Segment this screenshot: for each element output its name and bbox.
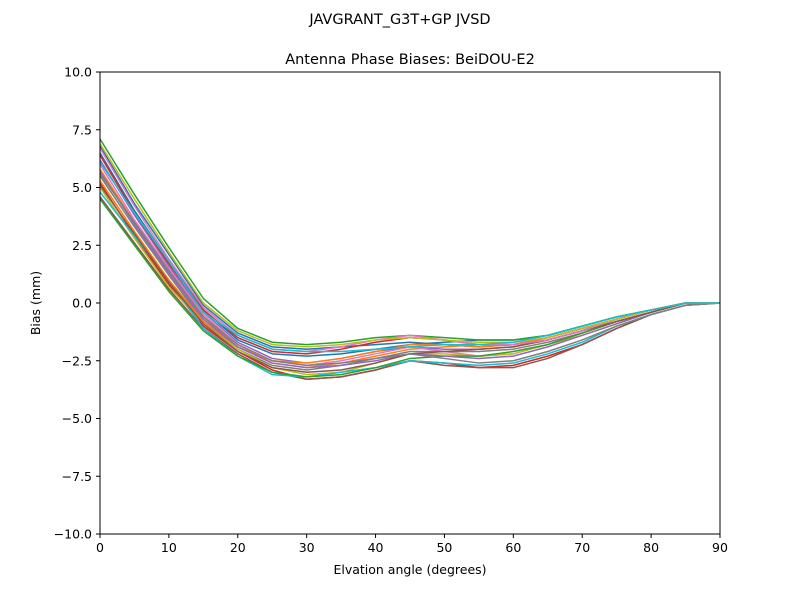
x-axis-ticks: 0 10 20 30 40 50 60 70 80 90	[96, 534, 728, 555]
y-tick-label: 7.5	[72, 122, 92, 137]
y-tick-label: −10.0	[54, 527, 92, 542]
x-tick-label: 30	[299, 540, 315, 555]
figure-suptitle: JAVGRANT_G3T+GP JVSD	[308, 12, 490, 28]
x-tick-label: 20	[230, 540, 246, 555]
x-tick-label: 80	[643, 540, 659, 555]
y-tick-label: −2.5	[62, 353, 92, 368]
x-tick-label: 50	[436, 540, 452, 555]
y-tick-label: 2.5	[72, 238, 92, 253]
y-axis-label: Bias (mm)	[28, 271, 43, 335]
y-axis-ticks: −10.0 −7.5 −5.0 −2.5 0.0 2.5 5.0 7.5 10.0	[54, 65, 100, 542]
x-tick-label: 0	[96, 540, 104, 555]
y-tick-label: 5.0	[72, 180, 92, 195]
y-tick-label: 0.0	[72, 296, 92, 311]
y-tick-label: −5.0	[62, 411, 92, 426]
series-line-18	[99, 173, 721, 367]
series-line-19	[99, 143, 720, 348]
x-tick-label: 60	[505, 540, 521, 555]
x-tick-label: 70	[574, 540, 590, 555]
x-tick-label: 40	[368, 540, 384, 555]
chart-title: Antenna Phase Biases: BeiDOU-E2	[285, 52, 535, 68]
x-axis-label: Elvation angle (degrees)	[333, 562, 486, 577]
series-line-20	[99, 161, 720, 353]
y-tick-label: −7.5	[62, 469, 92, 484]
x-tick-label: 90	[712, 540, 728, 555]
series-layer	[99, 138, 721, 380]
y-tick-label: 10.0	[64, 65, 92, 80]
x-tick-label: 10	[161, 540, 177, 555]
